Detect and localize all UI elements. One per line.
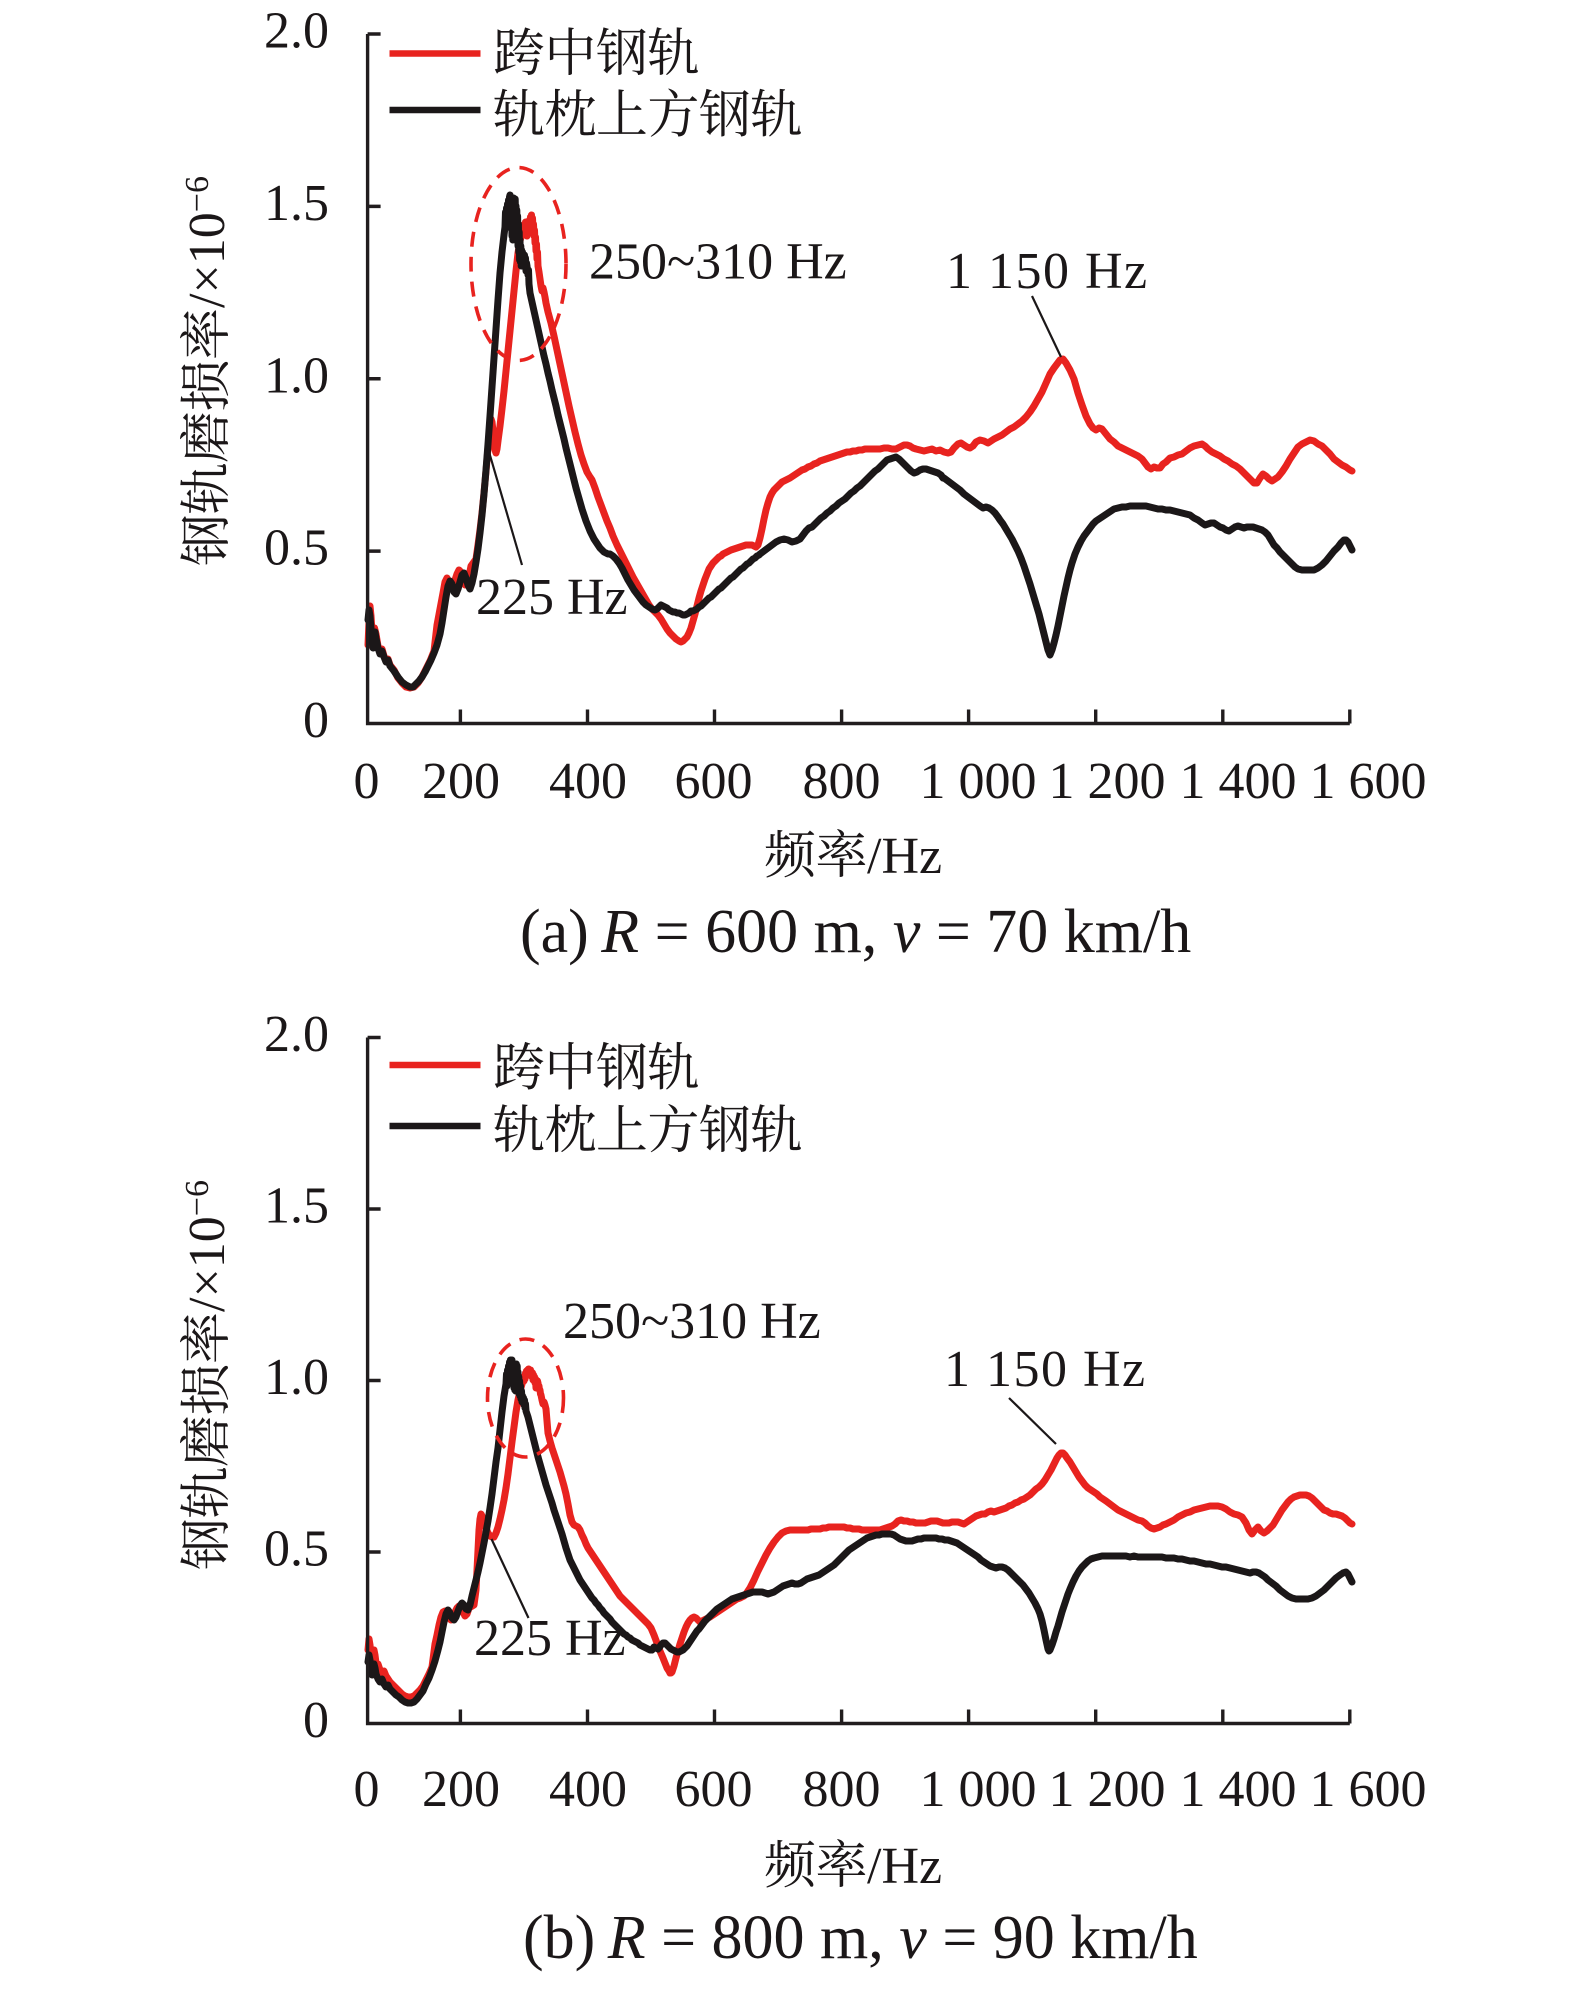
svg-text:0.5: 0.5 [264,520,329,577]
svg-text:2.0: 2.0 [264,3,329,60]
svg-text:1 000: 1 000 [920,1761,1037,1818]
svg-text:1 400: 1 400 [1180,1761,1297,1818]
svg-text:1 200: 1 200 [1049,1761,1166,1818]
svg-text:0: 0 [303,692,329,749]
svg-text:1.5: 1.5 [264,175,329,232]
svg-text:1 200: 1 200 [1049,753,1166,810]
svg-text:0.5: 0.5 [264,1521,329,1578]
svg-text:400: 400 [549,1761,627,1818]
svg-text:250~310 Hz: 250~310 Hz [589,234,847,291]
svg-text:/Hz: /Hz [867,828,942,885]
svg-text:1 600: 1 600 [1310,1761,1427,1818]
svg-text:2.0: 2.0 [264,1006,329,1063]
svg-text:225 Hz: 225 Hz [474,1610,626,1667]
svg-text:(b) R = 800 m, v = 90 km/h: (b) R = 800 m, v = 90 km/h [523,1904,1198,1972]
svg-text:200: 200 [422,1761,500,1818]
svg-text:1 000: 1 000 [920,753,1037,810]
svg-text:0: 0 [303,1692,329,1749]
svg-text:600: 600 [675,1761,753,1818]
svg-text:200: 200 [422,753,500,810]
svg-text:225 Hz: 225 Hz [476,569,628,626]
svg-text:800: 800 [803,1761,881,1818]
svg-text:1.5: 1.5 [264,1178,329,1235]
svg-text:800: 800 [803,753,881,810]
svg-text:1 150 Hz: 1 150 Hz [944,1341,1147,1398]
svg-text:0: 0 [354,1761,380,1818]
svg-text:600: 600 [675,753,753,810]
svg-text:1 400: 1 400 [1180,753,1297,810]
svg-text:(a) R = 600 m, v = 70 km/h: (a) R = 600 m, v = 70 km/h [520,898,1191,966]
svg-text:1.0: 1.0 [264,1349,329,1406]
svg-text:400: 400 [549,753,627,810]
svg-text:/Hz: /Hz [867,1838,942,1895]
svg-text:1 150 Hz: 1 150 Hz [946,243,1149,300]
svg-text:1 600: 1 600 [1310,753,1427,810]
svg-text:250~310 Hz: 250~310 Hz [563,1293,821,1350]
svg-text:0: 0 [354,753,380,810]
svg-text:1.0: 1.0 [264,347,329,404]
